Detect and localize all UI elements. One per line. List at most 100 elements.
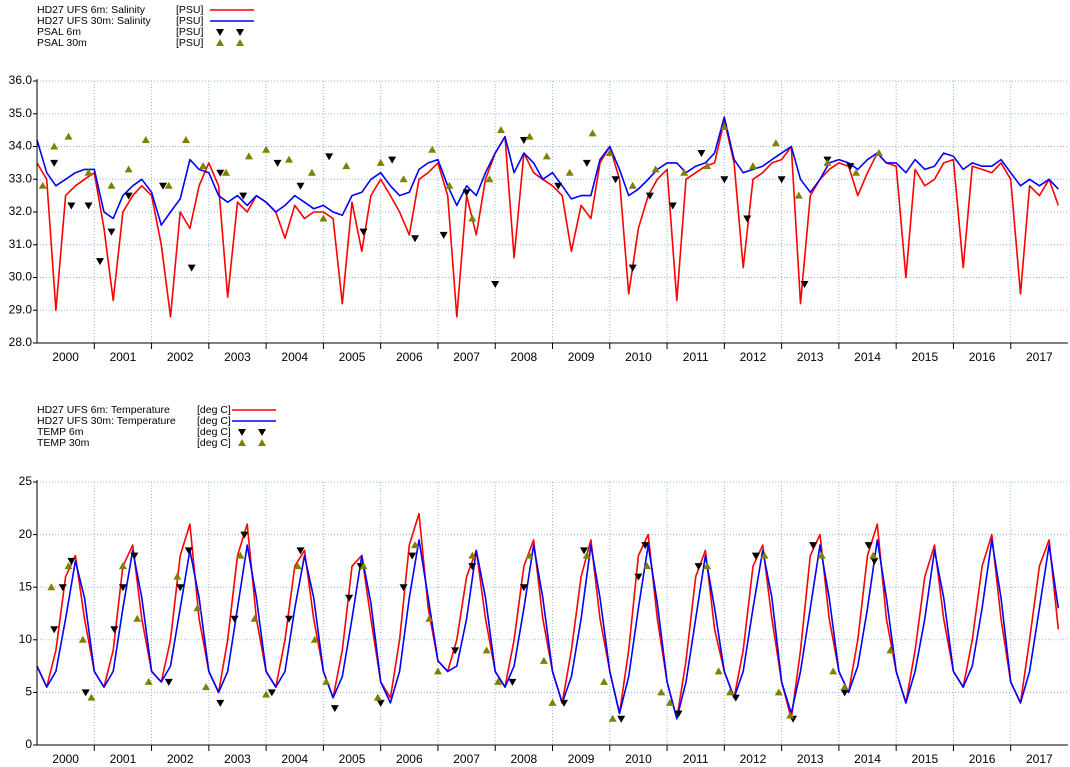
data-point <box>345 594 354 602</box>
x-tick-label: 2007 <box>453 752 480 766</box>
data-point <box>325 153 334 161</box>
data-point <box>144 677 153 685</box>
x-tick-label: 2011 <box>683 350 709 364</box>
x-tick-label: 2000 <box>52 752 79 766</box>
data-point <box>273 159 282 167</box>
data-point <box>428 145 437 153</box>
data-point <box>307 168 316 176</box>
data-point <box>240 531 249 539</box>
data-point <box>645 192 654 200</box>
y-tick-label: 0 <box>25 737 32 751</box>
data-point <box>322 677 331 685</box>
data-point <box>118 584 127 592</box>
x-tick-label: 2000 <box>52 350 79 364</box>
data-point <box>373 693 382 701</box>
legend-marker <box>236 39 244 46</box>
data-point <box>222 168 231 176</box>
data-point <box>726 688 735 696</box>
data-point <box>84 202 93 210</box>
y-tick-label: 29.0 <box>9 302 33 316</box>
data-point <box>78 635 87 643</box>
data-point <box>64 562 73 570</box>
y-tick-label: 20 <box>19 527 33 541</box>
x-tick-label: 2010 <box>625 752 652 766</box>
data-point <box>376 158 385 166</box>
legend-label: PSAL 6m <box>37 26 81 38</box>
data-point <box>651 165 660 173</box>
y-tick-label: 28.0 <box>9 335 33 349</box>
data-point <box>703 162 712 170</box>
x-tick-label: 2001 <box>110 350 137 364</box>
data-point <box>697 150 706 158</box>
data-point <box>50 142 59 150</box>
data-point <box>680 168 689 176</box>
data-point <box>559 699 568 707</box>
data-point <box>133 614 142 622</box>
data-point <box>525 551 534 559</box>
data-point <box>674 710 683 718</box>
legend-label: TEMP 6m <box>37 426 84 438</box>
data-point <box>703 562 712 570</box>
data-point <box>96 258 105 266</box>
data-point <box>285 155 294 163</box>
legend-marker <box>258 439 266 446</box>
data-point <box>199 162 208 170</box>
data-point <box>130 552 139 560</box>
data-point <box>173 572 182 580</box>
x-tick-label: 2005 <box>339 752 366 766</box>
data-point <box>193 604 202 612</box>
x-tick-label: 2010 <box>625 350 652 364</box>
data-point <box>184 547 193 555</box>
data-point <box>124 165 133 173</box>
data-point <box>64 132 73 140</box>
y-tick-label: 30.0 <box>9 270 33 284</box>
data-point <box>554 182 563 190</box>
x-tick-label: 2015 <box>911 752 938 766</box>
legend-unit: [deg C] <box>197 437 231 449</box>
data-point <box>462 189 471 197</box>
data-point <box>468 563 477 571</box>
x-tick-label: 2005 <box>339 350 366 364</box>
x-tick-label: 2008 <box>511 752 538 766</box>
data-point <box>874 149 883 157</box>
data-point <box>496 126 505 134</box>
data-point <box>230 615 239 623</box>
data-point <box>47 583 56 591</box>
data-point <box>605 149 614 157</box>
data-point <box>110 626 119 634</box>
data-point <box>388 156 397 164</box>
data-point <box>50 626 59 634</box>
x-tick-label: 2014 <box>854 752 881 766</box>
legend-unit: [PSU] <box>176 15 204 27</box>
data-point <box>720 122 729 130</box>
data-point <box>809 542 818 550</box>
data-point <box>468 214 477 222</box>
data-point <box>731 694 740 702</box>
legend-marker <box>236 29 244 36</box>
legend-unit: [PSU] <box>176 37 204 49</box>
data-point <box>846 163 855 171</box>
legend-marker <box>238 439 246 446</box>
data-point <box>668 202 677 210</box>
data-point <box>870 557 879 565</box>
data-point <box>771 139 780 147</box>
legend-marker <box>216 39 224 46</box>
data-point <box>628 264 637 272</box>
data-point <box>565 168 574 176</box>
data-point <box>81 689 90 697</box>
data-point <box>399 584 408 592</box>
legend-marker <box>258 429 266 436</box>
data-point <box>262 690 271 698</box>
legend-label: HD27 UFS 6m: Temperature <box>37 404 170 416</box>
x-tick-label: 2009 <box>568 752 595 766</box>
data-point <box>760 551 769 559</box>
data-point <box>608 714 617 722</box>
y-tick-label: 32.0 <box>9 204 33 218</box>
data-point <box>800 281 809 289</box>
data-point <box>216 169 225 177</box>
data-point <box>525 132 534 140</box>
data-point <box>494 677 503 685</box>
y-tick-label: 34.0 <box>9 139 33 153</box>
data-point <box>411 235 420 243</box>
data-point <box>748 162 757 170</box>
